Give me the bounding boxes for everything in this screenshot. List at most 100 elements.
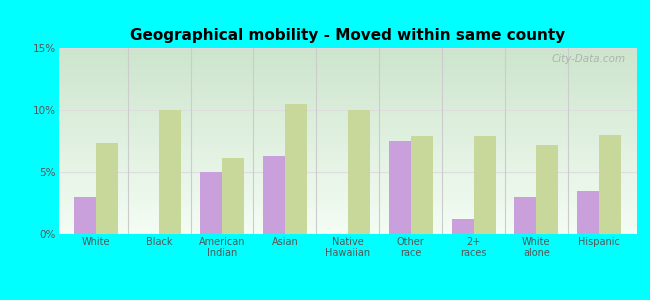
- Bar: [58, 124, 637, 125]
- Bar: [58, 215, 637, 216]
- Bar: [58, 213, 637, 214]
- Bar: [58, 191, 637, 192]
- Bar: [58, 134, 637, 135]
- Bar: [58, 205, 637, 206]
- Bar: [58, 176, 637, 177]
- Bar: [58, 100, 637, 101]
- Bar: [514, 197, 536, 234]
- Bar: [58, 220, 637, 221]
- Bar: [58, 89, 637, 90]
- Bar: [58, 204, 637, 205]
- Bar: [348, 110, 370, 234]
- Bar: [58, 146, 637, 147]
- Bar: [74, 197, 96, 234]
- Bar: [536, 145, 558, 234]
- Bar: [58, 50, 637, 51]
- Bar: [58, 77, 637, 78]
- Bar: [58, 231, 637, 232]
- Bar: [58, 56, 637, 57]
- Bar: [58, 202, 637, 203]
- Bar: [58, 54, 637, 55]
- Bar: [58, 103, 637, 104]
- Bar: [58, 97, 637, 98]
- Bar: [58, 116, 637, 117]
- Bar: [58, 145, 637, 146]
- Bar: [58, 125, 637, 126]
- Bar: [58, 99, 637, 100]
- Bar: [58, 198, 637, 199]
- Bar: [58, 180, 637, 181]
- Bar: [58, 186, 637, 187]
- Bar: [58, 165, 637, 166]
- Bar: [58, 86, 637, 87]
- Bar: [58, 211, 637, 212]
- Bar: [58, 219, 637, 220]
- Bar: [58, 48, 637, 49]
- Bar: [411, 136, 433, 234]
- Bar: [58, 93, 637, 94]
- Bar: [58, 87, 637, 88]
- Bar: [58, 65, 637, 66]
- Bar: [58, 127, 637, 128]
- Bar: [58, 71, 637, 72]
- Bar: [58, 115, 637, 116]
- Bar: [58, 118, 637, 119]
- Bar: [58, 123, 637, 124]
- Title: Geographical mobility - Moved within same county: Geographical mobility - Moved within sam…: [130, 28, 566, 43]
- Bar: [58, 110, 637, 111]
- Bar: [58, 69, 637, 70]
- Bar: [58, 122, 637, 123]
- Bar: [58, 113, 637, 114]
- Bar: [58, 98, 637, 99]
- Bar: [58, 160, 637, 161]
- Bar: [58, 130, 637, 131]
- Bar: [58, 167, 637, 168]
- Bar: [58, 90, 637, 91]
- Bar: [58, 149, 637, 150]
- Bar: [58, 66, 637, 67]
- Bar: [58, 222, 637, 223]
- Bar: [58, 203, 637, 204]
- Bar: [58, 53, 637, 54]
- Bar: [58, 61, 637, 62]
- Bar: [58, 232, 637, 233]
- Bar: [58, 157, 637, 158]
- Bar: [58, 218, 637, 219]
- Bar: [58, 225, 637, 226]
- Bar: [58, 182, 637, 183]
- Bar: [58, 209, 637, 210]
- Bar: [58, 82, 637, 83]
- Bar: [58, 131, 637, 132]
- Bar: [58, 91, 637, 92]
- Bar: [58, 52, 637, 53]
- Bar: [58, 166, 637, 167]
- Bar: [58, 64, 637, 65]
- Bar: [58, 140, 637, 141]
- Bar: [58, 137, 637, 138]
- Bar: [58, 104, 637, 105]
- Bar: [58, 120, 637, 121]
- Bar: [58, 84, 637, 85]
- Bar: [58, 138, 637, 139]
- Bar: [389, 141, 411, 234]
- Bar: [58, 226, 637, 227]
- Bar: [58, 80, 637, 82]
- Bar: [58, 55, 637, 56]
- Bar: [58, 199, 637, 200]
- Bar: [285, 104, 307, 234]
- Bar: [58, 144, 637, 145]
- Bar: [58, 88, 637, 89]
- Bar: [58, 168, 637, 169]
- Bar: [58, 143, 637, 144]
- Bar: [58, 156, 637, 157]
- Bar: [58, 150, 637, 151]
- Bar: [58, 68, 637, 69]
- Bar: [58, 207, 637, 208]
- Bar: [58, 57, 637, 58]
- Bar: [58, 161, 637, 162]
- Bar: [58, 58, 637, 59]
- Bar: [58, 169, 637, 170]
- Bar: [58, 73, 637, 74]
- Bar: [58, 111, 637, 112]
- Bar: [58, 172, 637, 173]
